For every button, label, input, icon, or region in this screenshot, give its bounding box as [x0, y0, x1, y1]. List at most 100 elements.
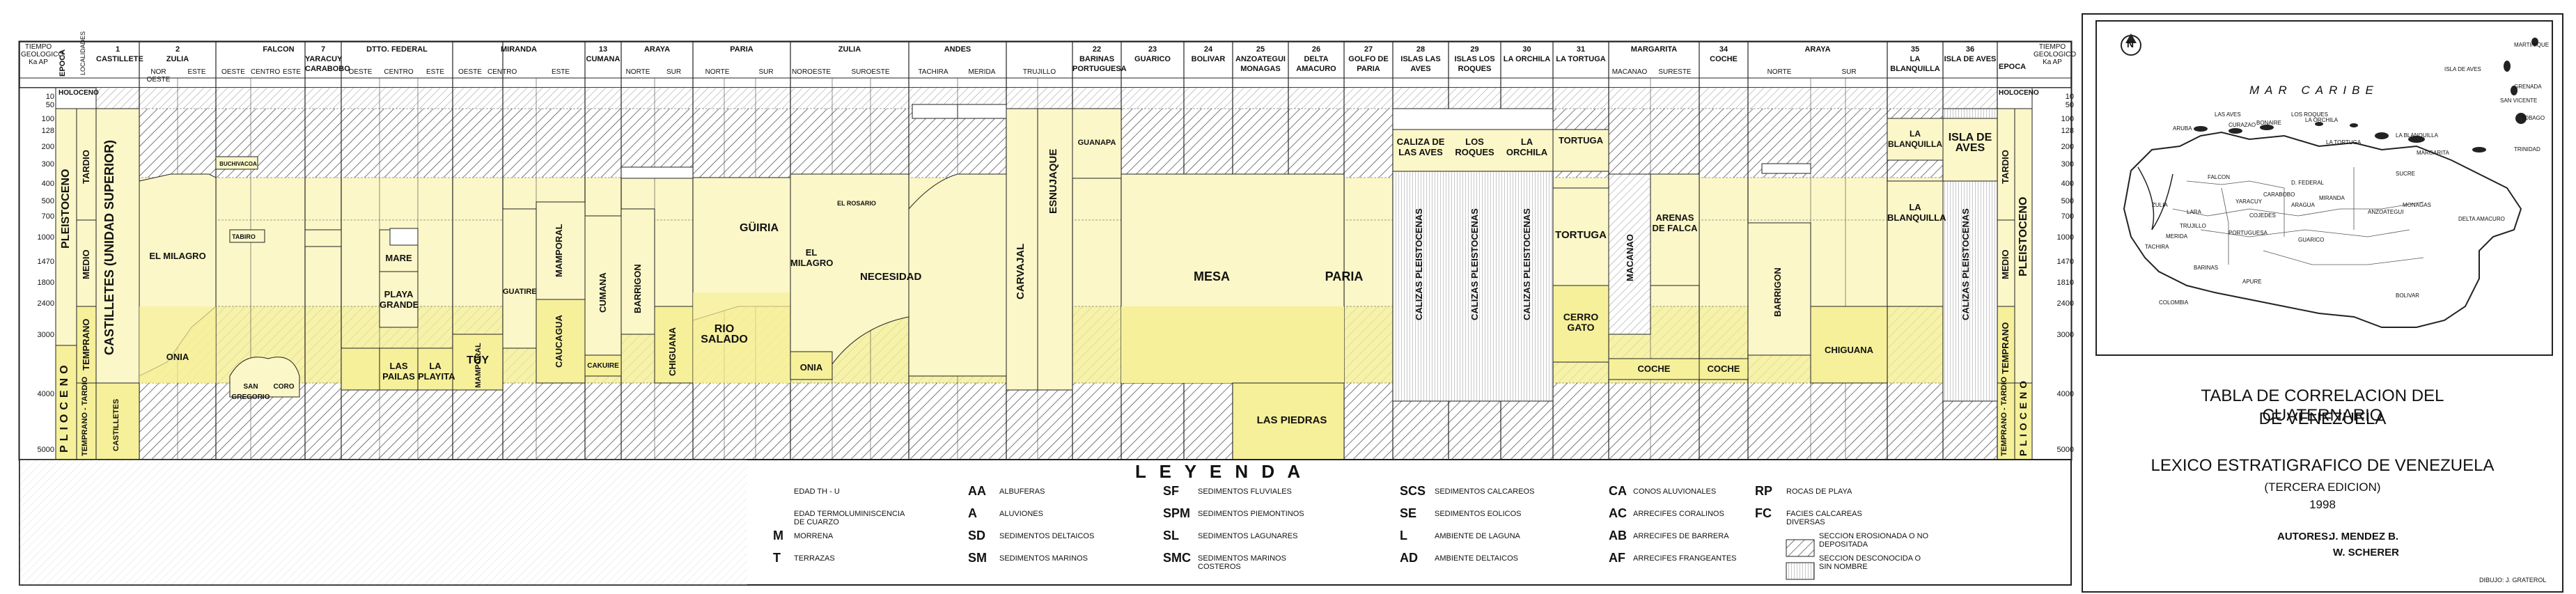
temprano-left: TEMPRANO — [81, 318, 91, 371]
region-number: 29 — [1470, 45, 1479, 54]
subregion-label: MACANAO — [1611, 68, 1648, 76]
legend-description: SEDIMENTOS MARINOS — [999, 554, 1088, 563]
unit-arenas-falca: ARENAS DE FALCA — [1652, 212, 1698, 233]
epoca-label-right: EPOCA — [1999, 63, 2027, 71]
legend-code: L — [1400, 529, 1407, 542]
legend-description: MORRENA — [794, 532, 834, 540]
region-name: MIRANDA — [501, 45, 537, 54]
pleistoceno-left: PLEISTOCENO — [60, 169, 72, 249]
region-header: 23 GUARICO — [1121, 45, 1184, 64]
legend-description: EDAD TERMOLUMINISCENCIA DE CUARZO — [794, 510, 905, 526]
legend-code: T — [773, 551, 781, 565]
legend-code: SD — [968, 529, 986, 542]
region-name: ISLAS LAS AVES — [1400, 55, 1441, 73]
time-tick: 500 — [2061, 197, 2074, 205]
region-name: PARIA — [730, 45, 754, 54]
legend-code: A — [968, 506, 977, 520]
legend-code: AF — [1609, 551, 1625, 565]
legend-description: SEDIMENTOS FLUVIALES — [1198, 487, 1292, 496]
legend-description: SEDIMENTOS EOLICOS — [1435, 510, 1522, 518]
map-state-label: BARINAS — [2194, 265, 2219, 271]
map-state-label: FALCON — [2208, 174, 2231, 180]
dibujo-credit: DIBUJO: J. GRATEROL — [2479, 577, 2547, 584]
legend-description: EDAD TH - U — [794, 487, 840, 496]
region-header: 26 DELTA AMACURO — [1288, 45, 1344, 74]
time-tick: 500 — [41, 197, 54, 205]
unit-esnujaque: ESNUJAQUE — [1047, 148, 1059, 214]
map-state-label: TACHIRA — [2145, 244, 2169, 250]
legend-code: SL — [1163, 529, 1180, 542]
region-number: 1 — [115, 45, 120, 54]
unit-cakuire: CAKUIRE — [587, 362, 619, 370]
time-tick: 100 — [2061, 115, 2074, 123]
unit-el-milagro-2: EL MILAGRO — [790, 247, 834, 268]
legend-description: AMBIENTE DELTAICOS — [1435, 554, 1519, 563]
medio-left: MEDIO — [81, 249, 91, 280]
legend-code: SF — [1163, 484, 1180, 498]
region-number: 22 — [1092, 45, 1102, 54]
region-header: 1 CASTILLETE — [96, 45, 143, 64]
region-header: 27 GOLFO DE PARIA — [1344, 45, 1393, 74]
epoca-label: EPOCA — [58, 49, 67, 77]
time-tick: 128 — [41, 127, 54, 135]
unit-cumana: CUMANA — [598, 272, 608, 313]
unit-coche: COCHE — [1637, 364, 1671, 374]
time-tick: 5000 — [2056, 446, 2074, 454]
region-number: 26 — [1311, 45, 1321, 54]
legend-description: SEDIMENTOS CALCAREOS — [1435, 487, 1535, 496]
subregion-label: NORTE — [705, 68, 730, 76]
region-name: BARINAS PORTUGUESA — [1072, 55, 1127, 73]
legend-description: SECCION DESCONOCIDA O SIN NOMBRE — [1819, 554, 1921, 571]
time-tick: 1800 — [37, 279, 54, 287]
subregion-label: ESTE — [187, 68, 206, 76]
subregion-label: NOR OESTE — [146, 68, 171, 84]
map-state-label: SAN VICENTE — [2500, 97, 2538, 104]
region-number: 35 — [1910, 45, 1920, 54]
map-state-label: TRINIDAD — [2514, 146, 2540, 153]
region-name: LA ORCHILA — [1503, 55, 1551, 63]
subregion-label: NORTE — [625, 68, 650, 76]
time-tick: 10 — [45, 93, 54, 101]
time-header-right: TIEMPO GEOLOGICO Ka AP — [2034, 43, 2076, 66]
time-tick: 1470 — [2056, 258, 2074, 266]
time-header-right-line3: Ka AP — [2043, 58, 2062, 66]
region-name: ARAYA — [1804, 45, 1831, 54]
subregion-label: NOROESTE — [791, 68, 832, 76]
legend-description: SEDIMENTOS DELTAICOS — [999, 532, 1095, 540]
unit-barrigon: BARRIGON — [632, 264, 643, 314]
time-tick: 400 — [2061, 180, 2074, 188]
unit-cerro-gato: CERRO GATO — [1563, 311, 1599, 333]
unit-paria: PARIA — [1325, 269, 1364, 283]
map-state-label: MONAGAS — [2403, 202, 2431, 208]
medio-right: MEDIO — [2000, 249, 2011, 280]
map-state-label: ARAGUA — [2291, 202, 2315, 208]
map-state-label: LAS AVES — [2215, 111, 2241, 118]
unit-el-milagro: EL MILAGRO — [149, 251, 206, 261]
time-tick: 3000 — [37, 331, 54, 339]
time-tick: 4000 — [37, 390, 54, 398]
subregion-label: MERIDA — [968, 68, 996, 76]
map-state-label: COLOMBIA — [2159, 299, 2189, 306]
map-state-label: CARABOBO — [2263, 192, 2295, 198]
map-state-label: D. FEDERAL — [2291, 180, 2325, 186]
time-tick: 200 — [41, 143, 54, 151]
subregion-label: ESTE — [282, 68, 302, 76]
map-state-label: GUARICO — [2298, 237, 2325, 243]
subregion-label: OESTE — [348, 68, 373, 76]
map-state-label: MARTINIQUE — [2514, 42, 2550, 48]
legend-description: ARRECIFES CORALINOS — [1633, 510, 1724, 518]
unit-la-blanquilla: LA BLANQUILLA — [1887, 202, 1946, 223]
map-state-label: MARGARITA — [2417, 150, 2449, 156]
region-name: ARAYA — [643, 45, 671, 54]
map-sea-label: MAR CARIBE — [2249, 84, 2379, 97]
region-number: 24 — [1203, 45, 1213, 54]
title-line1: TABLA DE CORRELACION DEL CUATERNARIO — [2201, 386, 2444, 425]
subregion-label: SUR — [1841, 68, 1857, 76]
unit-tuy: TUY — [467, 354, 489, 366]
region-header: 28 ISLAS LAS AVES — [1393, 45, 1449, 74]
time-header: TIEMPO GEOLOGICO Ka AP — [21, 43, 63, 66]
map-state-label: MERIDA — [2166, 233, 2188, 240]
unit-el-rosario: EL ROSARIO — [837, 200, 876, 207]
region-header: ARAYA — [1748, 45, 1887, 54]
time-tick: 2400 — [2056, 299, 2074, 308]
